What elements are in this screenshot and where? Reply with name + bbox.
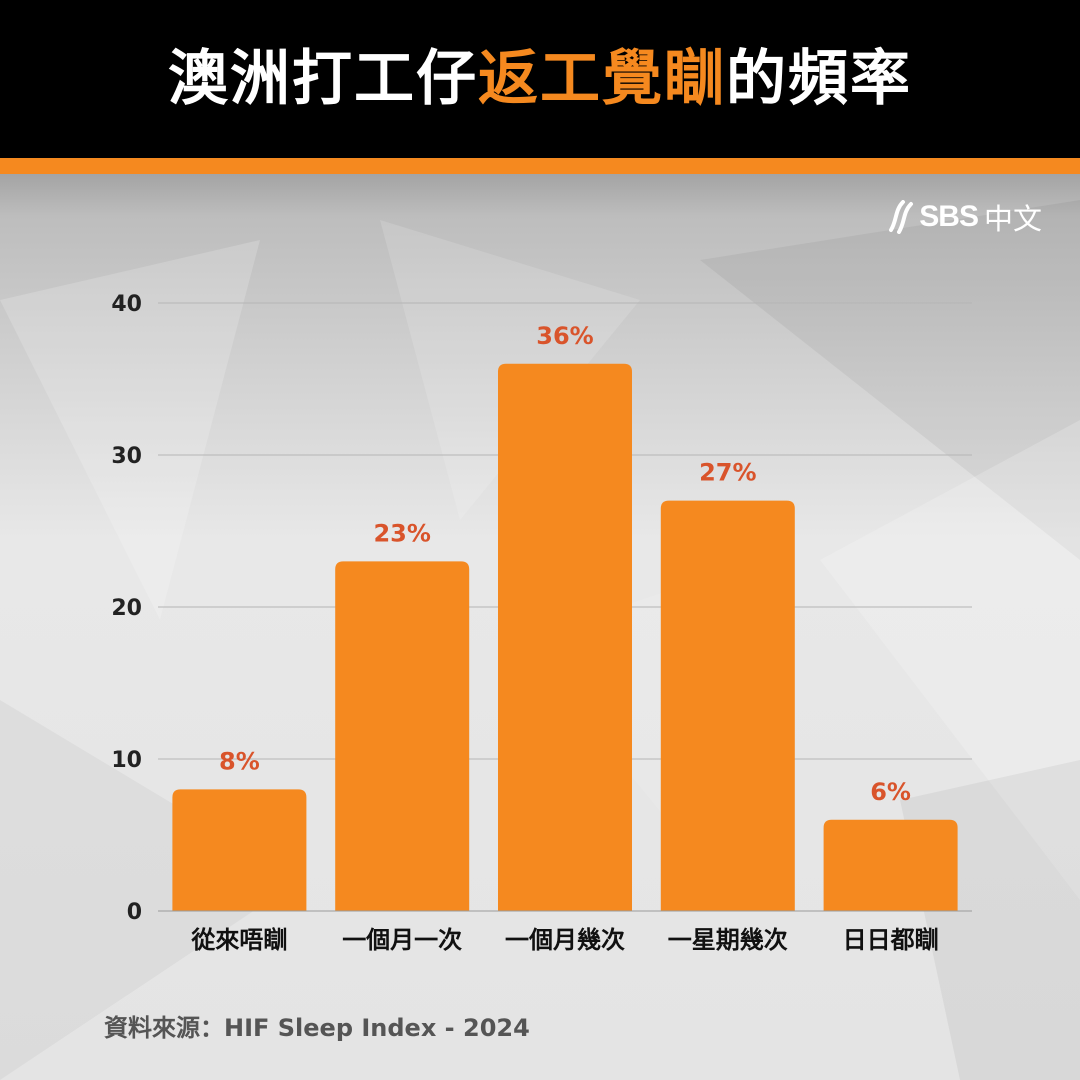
bar [823, 819, 958, 911]
data-label: 36% [536, 322, 593, 350]
title-highlight: 返工覺瞓 [478, 44, 726, 114]
data-label: 27% [699, 459, 756, 487]
y-tick-label: 0 [127, 900, 142, 925]
page-title: 澳洲打工仔返工覺瞓的頻率 [0, 0, 1080, 158]
logo-subtext: 中文 [983, 202, 1042, 236]
y-tick-label: 20 [111, 596, 142, 621]
y-tick-label: 30 [111, 444, 142, 469]
title-text-part1: 澳洲打工仔 [168, 44, 478, 114]
x-tick-label: 一個月幾次 [505, 926, 625, 954]
x-tick-label: 從來唔瞓 [190, 926, 287, 954]
y-tick-label: 40 [111, 292, 142, 317]
bar [498, 363, 632, 911]
sbs-wave-icon [889, 200, 914, 234]
header-bar: 澳洲打工仔返工覺瞓的頻率 [0, 0, 1080, 158]
title-text-part2: 的頻率 [726, 44, 912, 114]
sbs-logo: SBS 中文 [887, 196, 1042, 238]
data-label: 23% [373, 519, 430, 547]
data-label: 8% [219, 747, 260, 775]
y-tick-label: 10 [111, 748, 142, 773]
x-tick-label: 日日都瞓 [843, 926, 939, 954]
bar [660, 500, 795, 911]
data-label: 6% [870, 778, 911, 806]
source-note: 資料來源：HIF Sleep Index - 2024 [104, 1014, 530, 1042]
x-tick-label: 一星期幾次 [668, 926, 788, 954]
accent-stripe [0, 158, 1080, 174]
bar [172, 789, 307, 911]
logo-text: SBS [919, 200, 979, 233]
bar [335, 561, 470, 911]
x-tick-label: 一個月一次 [342, 926, 462, 954]
